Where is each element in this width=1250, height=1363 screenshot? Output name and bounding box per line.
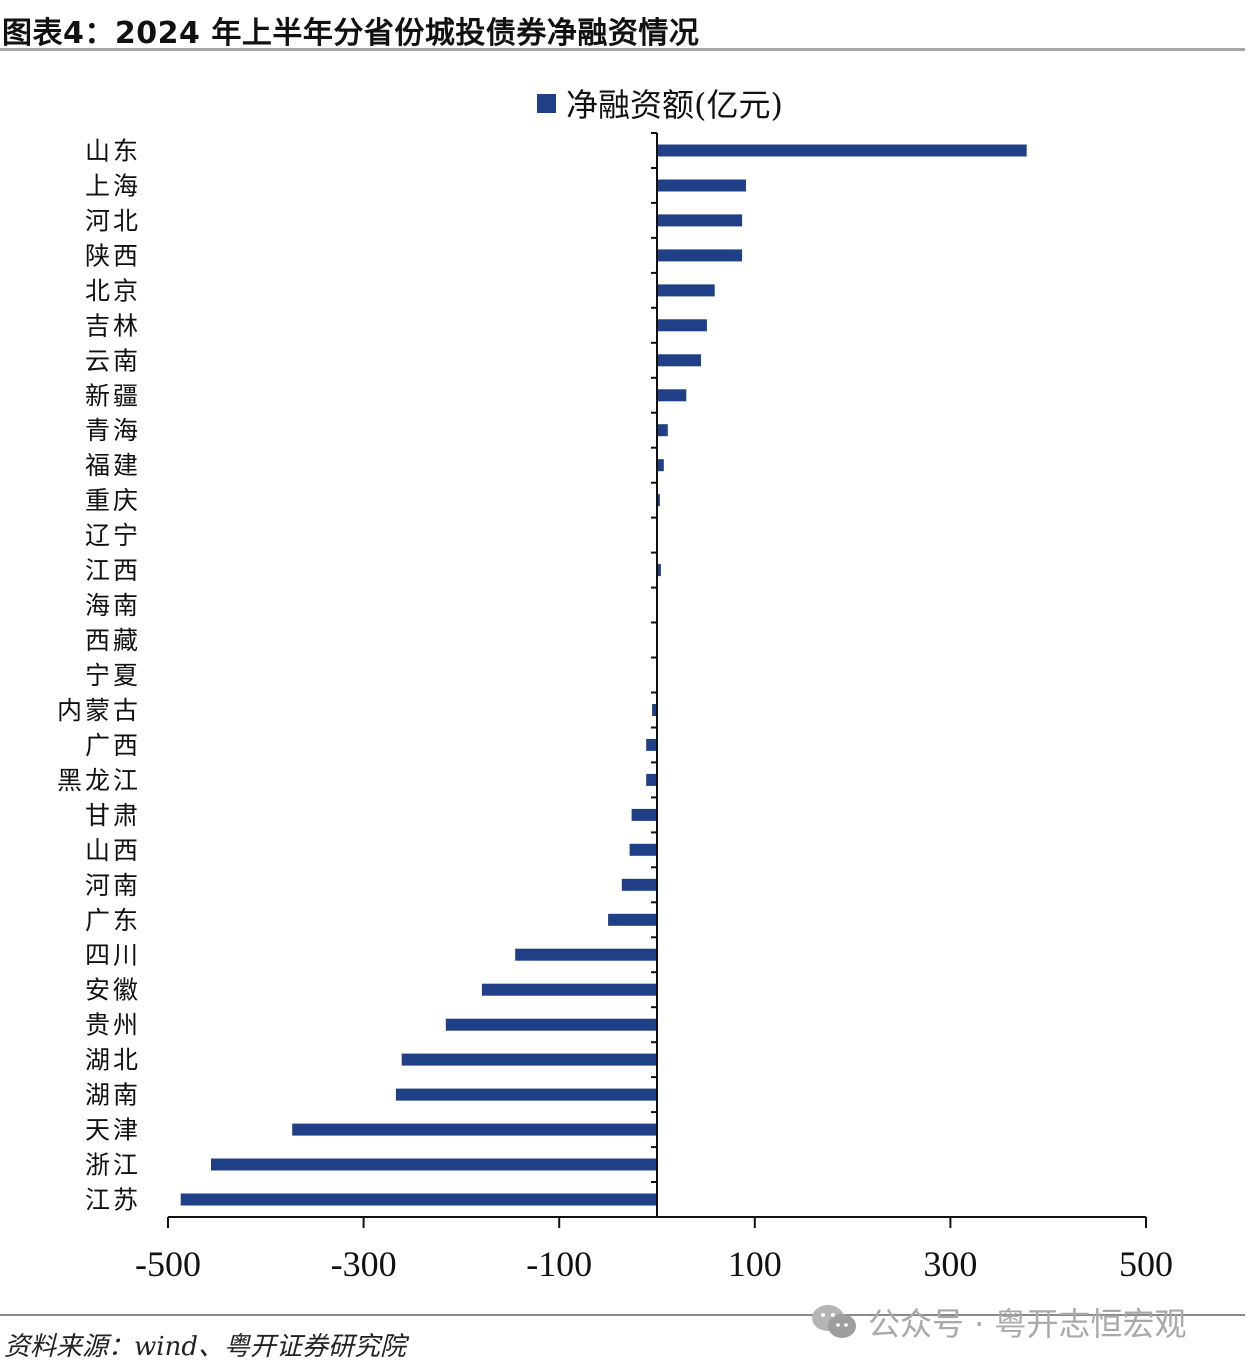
bar-广西 [646, 738, 657, 751]
bar-浙江 [211, 1158, 657, 1171]
category-label: 西藏 [85, 626, 141, 655]
bar-山东 [657, 144, 1027, 157]
category-label: 广东 [85, 906, 141, 935]
x-tick-labels: -500 -300 -100 100 300 500 [135, 1244, 1173, 1284]
footer-divider [0, 1314, 1245, 1316]
bar-福建 [657, 459, 664, 472]
category-label: 江西 [85, 556, 141, 585]
category-label: 江苏 [85, 1186, 141, 1215]
bar-江西 [657, 564, 661, 577]
category-label: 辽宁 [85, 521, 141, 550]
bar-四川 [515, 948, 657, 961]
title-divider [0, 48, 1245, 51]
category-label: 重庆 [85, 486, 141, 515]
category-label: 吉林 [85, 311, 141, 340]
category-label: 新疆 [85, 381, 141, 410]
x-tick-label: 300 [923, 1244, 977, 1284]
category-label: 河南 [85, 871, 141, 900]
bar-湖南 [395, 1088, 657, 1101]
watermark-text: 公众号 · 粤开志恒宏观 [868, 1305, 1187, 1343]
category-label: 云南 [85, 346, 141, 375]
bar-云南 [657, 354, 701, 367]
category-label: 山西 [85, 836, 141, 865]
bar-河北 [657, 214, 743, 227]
category-label: 安徽 [85, 976, 141, 1005]
bar-重庆 [657, 494, 660, 507]
bar-青海 [657, 424, 668, 437]
category-label: 四川 [85, 941, 141, 970]
bar-上海 [657, 179, 746, 192]
bar-北京 [657, 284, 715, 297]
bar-吉林 [657, 319, 707, 332]
bar-内蒙古 [652, 704, 657, 716]
x-tick-label: 100 [728, 1244, 782, 1284]
category-label: 山东 [85, 137, 141, 166]
x-tick-label: 500 [1119, 1244, 1173, 1284]
category-label: 浙江 [85, 1151, 141, 1180]
category-label: 北京 [85, 276, 141, 305]
category-label: 黑龙江 [57, 766, 141, 795]
bar-甘肃 [631, 808, 657, 821]
wechat-icon [812, 1305, 856, 1338]
category-label: 湖南 [85, 1081, 141, 1110]
category-label: 甘肃 [85, 801, 141, 830]
category-label: 福建 [85, 451, 141, 480]
legend-label: 净融资额(亿元) [566, 86, 783, 124]
watermark: 公众号 · 粤开志恒宏观 [810, 1300, 1187, 1344]
source-note: 资料来源：wind、粤开证券研究院 [4, 1332, 406, 1362]
bar-河南 [621, 878, 657, 891]
category-label: 广西 [85, 731, 141, 760]
bar-贵州 [445, 1018, 657, 1031]
bar-新疆 [657, 389, 687, 402]
bar-湖北 [401, 1053, 657, 1066]
category-label: 宁夏 [85, 661, 141, 690]
bar-天津 [292, 1123, 657, 1136]
bar-陕西 [657, 249, 743, 262]
axes [167, 132, 1147, 1228]
category-label: 天津 [85, 1116, 141, 1145]
category-label: 上海 [85, 172, 141, 201]
bar-江苏 [180, 1193, 657, 1206]
legend-swatch [537, 94, 556, 113]
category-label: 贵州 [85, 1011, 141, 1040]
category-label: 陕西 [85, 241, 141, 270]
category-label: 内蒙古 [57, 696, 141, 725]
bars-group [180, 144, 1027, 1206]
category-labels: 山东上海河北陕西北京吉林云南新疆青海福建重庆辽宁江西海南西藏宁夏内蒙古广西黑龙江… [57, 137, 141, 1215]
chart-legend: 净融资额(亿元) [537, 86, 783, 124]
bar-安徽 [481, 983, 657, 996]
bar-黑龙江 [646, 773, 657, 786]
category-label: 青海 [85, 416, 141, 445]
figure-title: 图表4：2024 年上半年分省份城投债券净融资情况 [2, 16, 700, 51]
bar-山西 [629, 843, 657, 856]
x-tick-label: -300 [331, 1244, 397, 1284]
category-label: 海南 [85, 591, 141, 620]
x-tick-label: -100 [526, 1244, 592, 1284]
bar-广东 [608, 913, 657, 926]
x-tick-label: -500 [135, 1244, 201, 1284]
category-label: 河北 [85, 206, 141, 235]
category-label: 湖北 [85, 1046, 141, 1075]
bar-chart: 净融资额(亿元) 山东上海河北陕西北京吉林云南新疆青海福建重庆辽宁江西海南西藏宁… [57, 86, 1173, 1284]
